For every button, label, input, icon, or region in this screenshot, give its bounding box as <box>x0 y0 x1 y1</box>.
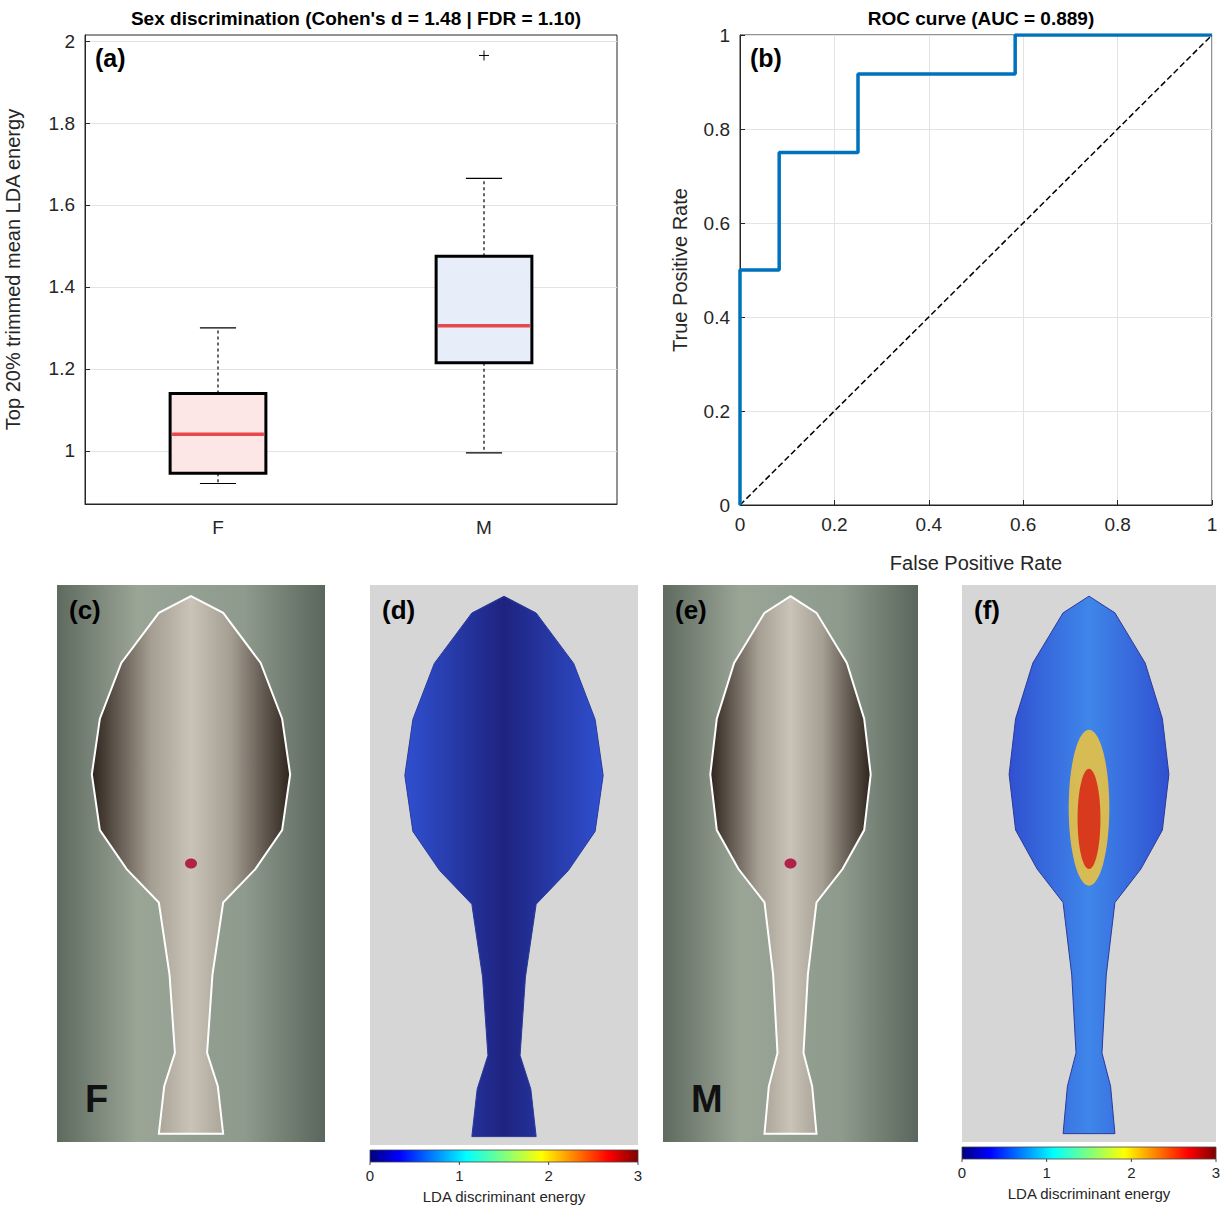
svg-text:2: 2 <box>544 1167 552 1184</box>
svg-text:M: M <box>691 1078 723 1120</box>
svg-text:1.2: 1.2 <box>49 358 75 379</box>
svg-text:True Positive Rate: True Positive Rate <box>669 188 691 352</box>
svg-text:0.6: 0.6 <box>704 213 730 234</box>
svg-text:False Positive Rate: False Positive Rate <box>890 552 1062 574</box>
svg-text:(e): (e) <box>675 595 707 625</box>
svg-text:(f): (f) <box>974 595 1000 625</box>
svg-text:M: M <box>476 517 492 538</box>
svg-text:1: 1 <box>719 25 730 46</box>
svg-text:3: 3 <box>1212 1164 1220 1181</box>
svg-text:0.8: 0.8 <box>1104 514 1130 535</box>
svg-text:1: 1 <box>64 440 75 461</box>
svg-text:(d): (d) <box>382 595 415 625</box>
svg-text:Top 20% trimmed mean LDA energ: Top 20% trimmed mean LDA energy <box>2 109 24 430</box>
svg-text:0.8: 0.8 <box>704 119 730 140</box>
svg-text:LDA discriminant energy: LDA discriminant energy <box>1008 1185 1171 1202</box>
svg-text:(b): (b) <box>750 44 782 72</box>
svg-text:(a): (a) <box>95 44 126 72</box>
svg-text:F: F <box>85 1078 108 1120</box>
svg-text:1: 1 <box>455 1167 463 1184</box>
svg-text:0.6: 0.6 <box>1010 514 1036 535</box>
svg-text:2: 2 <box>64 31 75 52</box>
svg-text:LDA discriminant energy: LDA discriminant energy <box>423 1188 586 1205</box>
svg-text:1: 1 <box>1042 1164 1050 1181</box>
svg-text:1.8: 1.8 <box>49 113 75 134</box>
svg-text:(c): (c) <box>69 595 101 625</box>
svg-text:0.4: 0.4 <box>704 307 731 328</box>
svg-text:F: F <box>212 517 224 538</box>
svg-text:0: 0 <box>735 514 746 535</box>
svg-text:1.4: 1.4 <box>49 276 76 297</box>
svg-text:ROC curve (AUC = 0.889): ROC curve (AUC = 0.889) <box>868 8 1095 29</box>
svg-text:Sex discrimination (Cohen's d: Sex discrimination (Cohen's d = 1.48 | F… <box>131 8 581 29</box>
svg-text:3: 3 <box>634 1167 642 1184</box>
svg-text:0: 0 <box>719 495 730 516</box>
svg-text:0.2: 0.2 <box>821 514 847 535</box>
svg-text:0.2: 0.2 <box>704 401 730 422</box>
svg-text:2: 2 <box>1127 1164 1135 1181</box>
svg-text:0: 0 <box>366 1167 374 1184</box>
svg-text:0: 0 <box>958 1164 966 1181</box>
svg-text:0.4: 0.4 <box>916 514 943 535</box>
svg-text:1.6: 1.6 <box>49 194 75 215</box>
svg-text:1: 1 <box>1207 514 1218 535</box>
